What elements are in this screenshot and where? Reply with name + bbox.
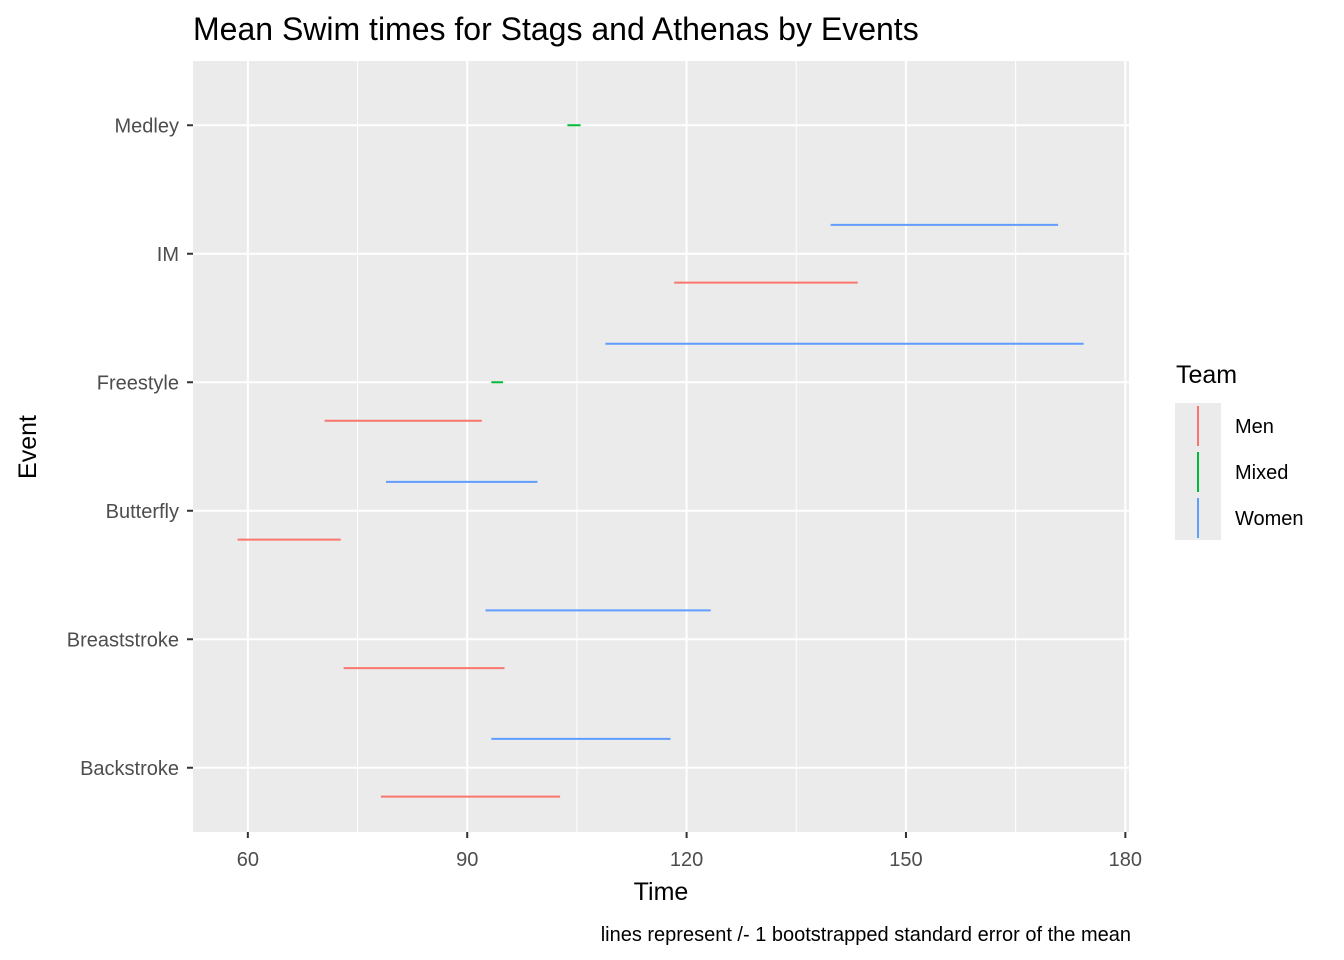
legend-label-men: Men [1235, 416, 1274, 438]
x-tick-label: 60 [237, 849, 259, 871]
legend-label-women: Women [1235, 508, 1304, 530]
legend: Team Men Mixed Women [1175, 361, 1304, 540]
y-tick-label: Freestyle [97, 372, 179, 394]
legend-label-mixed: Mixed [1235, 462, 1288, 484]
chart-title: Mean Swim times for Stags and Athenas by… [193, 11, 919, 47]
y-axis-title: Event [14, 415, 42, 479]
y-axis: Backstroke Breaststroke Butterfly Freestyle… [67, 115, 193, 780]
y-tick-label: Backstroke [80, 758, 179, 780]
x-axis: 60 90 120 150 180 [237, 832, 1142, 871]
x-tick-label: 90 [456, 849, 478, 871]
x-axis-title: Time [634, 878, 689, 906]
y-tick-label: Butterfly [106, 501, 179, 523]
plot-panel [193, 61, 1129, 832]
grid-minor [357, 61, 1017, 832]
y-tick-label: Medley [115, 115, 179, 137]
error-bars [237, 124, 1084, 798]
legend-title: Team [1176, 361, 1237, 389]
grid-major [193, 61, 1129, 832]
x-tick-label: 180 [1109, 849, 1142, 871]
x-tick-label: 120 [670, 849, 703, 871]
y-tick-label: IM [157, 244, 179, 266]
x-tick-label: 150 [889, 849, 922, 871]
y-tick-label: Breaststroke [67, 629, 179, 651]
chart-caption: lines represent /- 1 bootstrapped standa… [601, 924, 1131, 946]
